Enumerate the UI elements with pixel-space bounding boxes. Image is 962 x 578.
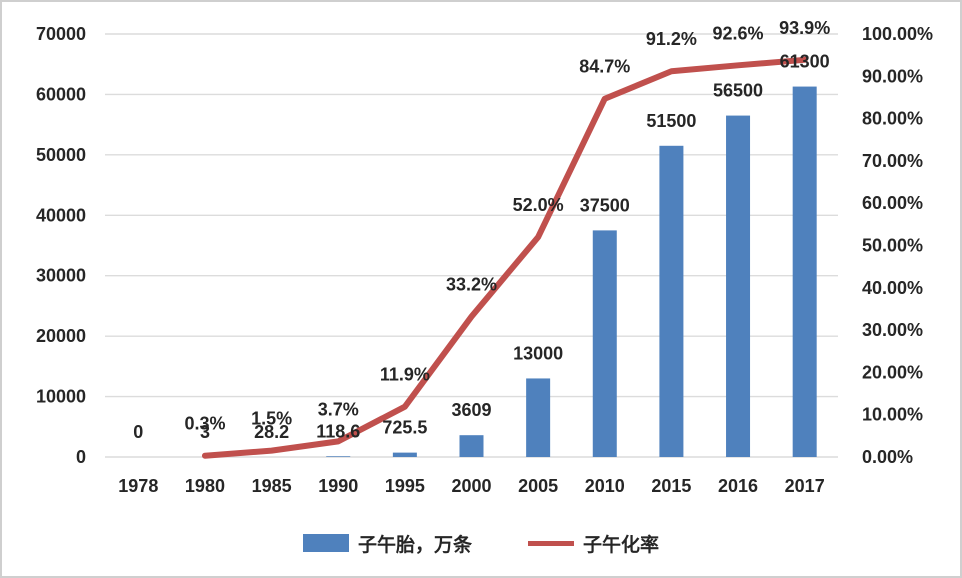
x-axis-label: 2010 <box>585 476 625 496</box>
legend-item-line-series: 子午化率 <box>528 530 659 557</box>
left-axis-tick-label: 0 <box>76 447 86 467</box>
line-value-label: 52.0% <box>513 195 564 215</box>
x-axis-label: 2017 <box>785 476 825 496</box>
right-axis-tick-label: 80.00% <box>862 109 923 129</box>
bar <box>326 456 351 457</box>
right-axis-tick-label: 60.00% <box>862 193 923 213</box>
bar <box>392 452 417 457</box>
left-axis-tick-label: 20000 <box>36 326 86 346</box>
bar-value-label: 118.6 <box>316 421 360 441</box>
x-axis-label: 2016 <box>718 476 758 496</box>
right-axis-tick-label: 30.00% <box>862 320 923 340</box>
legend-line-swatch-icon <box>528 540 574 546</box>
right-axis-tick-label: 90.00% <box>862 66 923 86</box>
left-axis-tick-label: 50000 <box>36 145 86 165</box>
left-axis-tick-label: 10000 <box>36 387 86 407</box>
line-value-label: 91.2% <box>646 29 697 49</box>
bar <box>726 115 751 457</box>
x-axis-label: 1990 <box>318 476 358 496</box>
x-axis-label: 2005 <box>518 476 558 496</box>
line-value-label: 84.7% <box>579 57 630 77</box>
legend-line-label: 子午化率 <box>583 534 660 556</box>
right-axis-tick-label: 100.00% <box>862 24 933 44</box>
x-axis-label: 1980 <box>185 476 225 496</box>
line-series <box>201 56 808 459</box>
bar-value-label: 0 <box>133 422 143 442</box>
line-value-label: 92.6% <box>713 23 764 43</box>
bar-value-label: 61300 <box>780 52 830 72</box>
line-value-label: 33.2% <box>446 275 497 295</box>
x-axis-label: 2000 <box>451 476 491 496</box>
legend: 子午胎，万条 子午化率 <box>2 524 960 562</box>
bar <box>526 378 551 457</box>
bar <box>792 86 817 457</box>
bar-value-label: 725.5 <box>382 418 427 438</box>
bar-value-label: 3 <box>200 422 210 442</box>
right-axis-tick-label: 0.00% <box>862 447 913 467</box>
left-axis-tick-label: 40000 <box>36 205 86 225</box>
combo-chart: 700006000050000400003000020000100000100.… <box>36 18 933 496</box>
x-axis-label: 1985 <box>252 476 292 496</box>
bar <box>659 145 684 458</box>
x-axis-label: 1995 <box>385 476 425 496</box>
left-axis-tick-label: 60000 <box>36 84 86 104</box>
left-axis-tick-label: 70000 <box>36 24 86 44</box>
x-axis-label: 1978 <box>118 476 158 496</box>
line-value-label: 11.9% <box>380 365 430 385</box>
bar <box>592 230 617 457</box>
bar-value-label: 51500 <box>646 111 696 131</box>
right-axis-tick-label: 70.00% <box>862 151 923 171</box>
legend-bar-label: 子午胎，万条 <box>357 534 472 556</box>
left-axis-tick-label: 30000 <box>36 266 86 286</box>
bar <box>459 435 484 457</box>
line-value-label: 0.3% <box>184 414 225 434</box>
line-value-label: 93.9% <box>779 18 830 38</box>
right-axis-tick-label: 10.00% <box>862 405 923 425</box>
right-axis-tick-label: 50.00% <box>862 236 923 256</box>
x-axis-label: 2015 <box>651 476 691 496</box>
legend-item-bar-series: 子午胎，万条 <box>302 530 472 557</box>
bar-value-label: 28.2 <box>254 422 289 442</box>
line-value-label: 1.5% <box>251 409 292 429</box>
legend-bar-swatch-icon <box>302 534 349 552</box>
right-axis-tick-label: 40.00% <box>862 278 923 298</box>
bar-value-label: 3609 <box>451 400 491 420</box>
bar-value-label: 37500 <box>580 195 630 215</box>
bar-value-label: 56500 <box>713 81 763 101</box>
bar-value-label: 13000 <box>513 343 563 363</box>
line-value-label: 3.7% <box>318 399 359 419</box>
right-axis-tick-label: 20.00% <box>862 362 923 382</box>
